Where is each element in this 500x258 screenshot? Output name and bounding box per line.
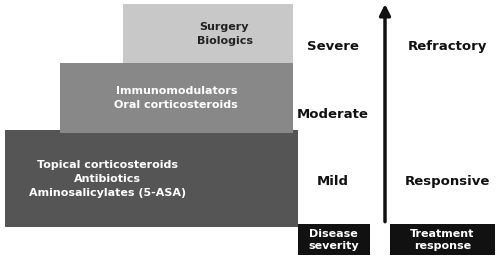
Bar: [122, 4, 292, 63]
Text: Topical corticosteroids
Antibiotics
Aminosalicylates (5-ASA): Topical corticosteroids Antibiotics Amin…: [29, 160, 186, 198]
Text: Refractory: Refractory: [408, 40, 487, 53]
Text: Moderate: Moderate: [296, 108, 368, 121]
Bar: [60, 63, 292, 133]
Bar: [5, 130, 298, 227]
Bar: [390, 224, 495, 255]
Text: Mild: Mild: [316, 175, 348, 188]
FancyArrowPatch shape: [380, 8, 390, 222]
Text: Severe: Severe: [306, 40, 358, 53]
Text: Disease
severity: Disease severity: [308, 229, 359, 251]
Text: Responsive: Responsive: [405, 175, 490, 188]
Text: Immunomodulators
Oral corticosteroids: Immunomodulators Oral corticosteroids: [114, 86, 238, 110]
Bar: [298, 224, 370, 255]
Text: Treatment
response: Treatment response: [410, 229, 474, 251]
Text: Surgery
Biologics: Surgery Biologics: [196, 21, 252, 46]
